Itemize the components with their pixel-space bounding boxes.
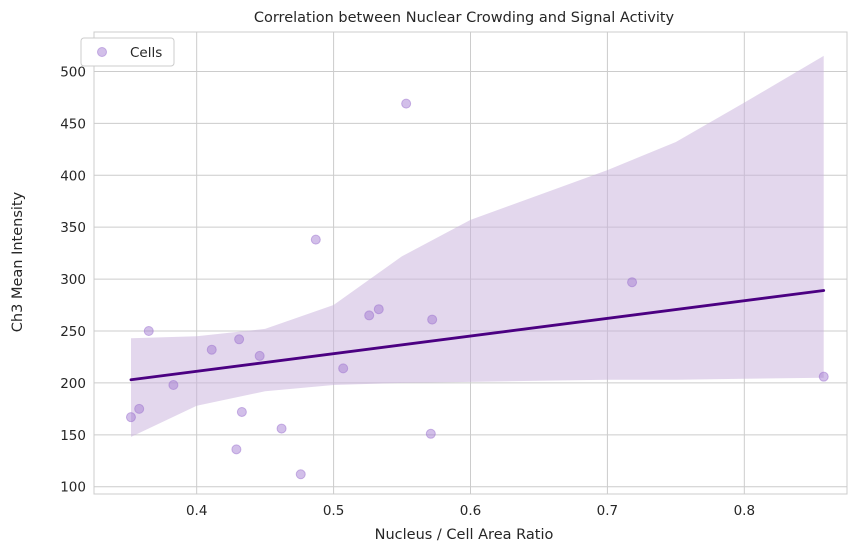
y-axis-ticks: 100 150 200 250 300 350 400 450 500 <box>60 64 86 495</box>
scatter-point <box>231 444 242 455</box>
scatter-point <box>254 350 265 361</box>
legend-marker <box>97 47 107 57</box>
scatter-points <box>125 98 829 480</box>
x-axis-ticks: 0.4 0.5 0.6 0.7 0.8 <box>186 503 755 519</box>
legend-box <box>80 37 175 67</box>
plot-border <box>93 31 848 495</box>
scatter-point <box>425 428 436 439</box>
scatter-point <box>373 304 384 315</box>
y-tick-label: 200 <box>60 376 86 392</box>
x-tick-label: 0.4 <box>186 503 207 519</box>
y-tick-label: 450 <box>60 116 86 132</box>
scatter-point <box>295 469 306 480</box>
x-axis-label: Nucleus / Cell Area Ratio <box>375 527 554 543</box>
scatter-point <box>234 334 245 345</box>
y-tick-label: 150 <box>60 428 86 444</box>
y-axis-label: Ch3 Mean Intensity <box>10 191 26 332</box>
legend-label-cells: Cells <box>130 45 162 61</box>
confidence-band-area <box>131 55 824 437</box>
scatter-point <box>338 363 349 374</box>
confidence-band <box>131 55 824 437</box>
regression-line-path <box>129 289 826 382</box>
x-tick-label: 0.5 <box>323 503 344 519</box>
y-tick-label: 350 <box>60 220 86 236</box>
x-tick-label: 0.6 <box>460 503 481 519</box>
scatter-point <box>276 423 287 434</box>
y-tick-label: 500 <box>60 64 86 80</box>
y-tick-label: 400 <box>60 168 86 184</box>
y-tick-label: 300 <box>60 272 86 288</box>
scatter-point <box>134 403 145 414</box>
scatter-point <box>236 406 247 417</box>
x-tick-label: 0.8 <box>734 503 755 519</box>
legend: Cells <box>80 37 175 67</box>
scatter-point <box>206 344 217 355</box>
scatter-point <box>168 379 179 390</box>
scatter-point <box>364 310 375 321</box>
x-tick-label: 0.7 <box>597 503 618 519</box>
y-tick-label: 250 <box>60 324 86 340</box>
y-tick-label: 100 <box>60 480 86 496</box>
scatter-point <box>818 371 829 382</box>
scatter-point <box>143 326 154 337</box>
scatter-point <box>125 412 136 423</box>
chart-title: Correlation between Nuclear Crowding and… <box>254 10 675 26</box>
scatter-point <box>310 234 321 245</box>
scatter-point <box>401 98 412 109</box>
regression-line <box>129 289 826 382</box>
scatter-point <box>427 314 438 325</box>
scatter-point <box>627 277 638 288</box>
